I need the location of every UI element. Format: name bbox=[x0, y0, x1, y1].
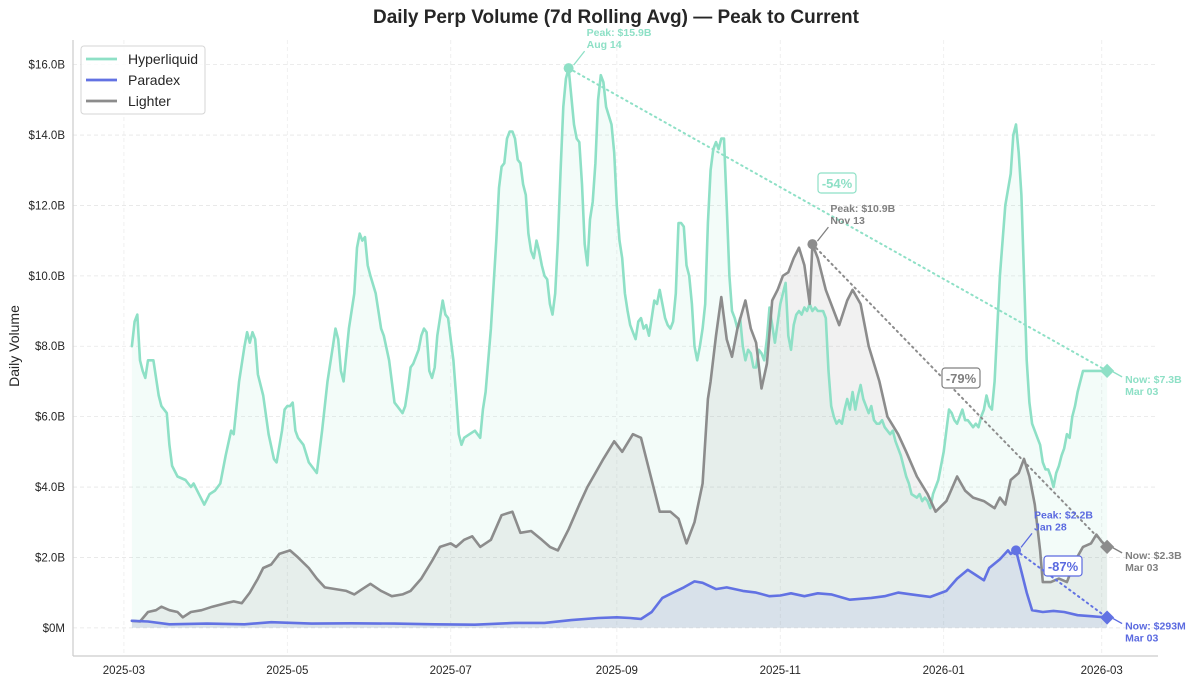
now-label-paradex: Now: $293M bbox=[1125, 621, 1186, 633]
peak-to-current-connectors bbox=[567, 67, 1109, 619]
y-tick-label: $4.0B bbox=[35, 482, 65, 494]
change-label-lighter: -79% bbox=[946, 371, 977, 386]
connector-lighter bbox=[811, 243, 1109, 548]
now-arrow-lighter bbox=[1112, 547, 1123, 554]
peak-date-hyperliquid: Aug 14 bbox=[587, 39, 622, 51]
peak-date-lighter: Nov 13 bbox=[830, 215, 865, 227]
now-marker-lighter bbox=[1100, 539, 1115, 554]
now-marker-hyperliquid bbox=[1100, 363, 1115, 378]
line-hyperliquid bbox=[130, 66, 1109, 510]
grid bbox=[73, 40, 1158, 656]
peak-label-hyperliquid: Peak: $15.9B bbox=[587, 27, 652, 39]
now-label-hyperliquid: Now: $7.3B bbox=[1125, 374, 1182, 386]
x-ticks: 2025-03 2025-05 2025-07 2025-09 2025-11 2026-… bbox=[103, 665, 1123, 677]
y-tick-label: $6.0B bbox=[35, 412, 65, 424]
now-date-lighter: Mar 03 bbox=[1125, 562, 1158, 574]
now-date-hyperliquid: Mar 03 bbox=[1125, 386, 1158, 398]
change-label-paradex: -87% bbox=[1048, 559, 1079, 574]
legend-label-lighter: Lighter bbox=[128, 93, 171, 109]
y-tick-label: $8.0B bbox=[35, 341, 65, 353]
y-ticks: $0M $2.0B $4.0B $6.0B $8.0B $10.0B $12.0B $14.0… bbox=[29, 60, 66, 635]
x-tick-label: 2025-07 bbox=[430, 665, 472, 677]
now-label-lighter: Now: $2.3B bbox=[1125, 550, 1182, 562]
change-box-paradex bbox=[1043, 555, 1083, 577]
x-tick-label: 2026-01 bbox=[923, 665, 965, 677]
x-tick-label: 2025-09 bbox=[596, 665, 638, 677]
peak-label-lighter: Peak: $10.9B bbox=[830, 203, 895, 215]
now-marker-paradex bbox=[1100, 610, 1115, 625]
y-tick-label: $2.0B bbox=[35, 552, 65, 564]
now-arrow-paradex bbox=[1112, 617, 1123, 625]
legend-box bbox=[80, 45, 206, 115]
legend-label-hyperliquid: Hyperliquid bbox=[128, 51, 198, 67]
chart-title: Daily Perp Volume (7d Rolling Avg) — Pea… bbox=[373, 7, 860, 28]
connector-hyperliquid bbox=[567, 67, 1109, 372]
x-tick-label: 2025-03 bbox=[103, 665, 145, 677]
change-box-hyperliquid bbox=[817, 172, 857, 194]
y-tick-label: $10.0B bbox=[29, 271, 66, 283]
y-axis-label: Daily Volume bbox=[6, 305, 22, 387]
peak-date-paradex: Jan 28 bbox=[1034, 521, 1067, 533]
area-fills bbox=[131, 68, 1108, 628]
peak-marker-paradex bbox=[1011, 545, 1022, 556]
peak-arrow-hyperliquid bbox=[573, 50, 586, 66]
change-label-hyperliquid: -54% bbox=[822, 176, 853, 191]
peak-marker-hyperliquid bbox=[563, 63, 574, 74]
now-arrow-hyperliquid bbox=[1112, 371, 1123, 378]
legend-label-paradex: Paradex bbox=[128, 72, 180, 88]
x-tick-label: 2025-11 bbox=[760, 665, 801, 677]
x-tick-label: 2025-05 bbox=[266, 665, 308, 677]
x-tick-label: 2026-03 bbox=[1081, 665, 1123, 677]
legend: Hyperliquid Paradex Lighter bbox=[80, 45, 206, 115]
y-tick-label: $14.0B bbox=[29, 130, 66, 142]
change-box-lighter bbox=[941, 367, 981, 389]
area-hyperliquid bbox=[131, 68, 1108, 628]
line-lighter bbox=[130, 242, 1109, 623]
peak-marker-lighter bbox=[807, 239, 818, 250]
y-tick-label: $0M bbox=[43, 623, 65, 635]
now-date-paradex: Mar 03 bbox=[1125, 633, 1158, 645]
axes bbox=[72, 40, 1158, 657]
area-paradex bbox=[131, 550, 1108, 628]
peak-arrow-lighter bbox=[816, 226, 829, 242]
peak-label-paradex: Peak: $2.2B bbox=[1034, 509, 1093, 521]
y-tick-label: $12.0B bbox=[29, 200, 66, 212]
connector-paradex bbox=[1015, 549, 1109, 619]
y-tick-label: $16.0B bbox=[29, 60, 66, 72]
annotation-markers bbox=[563, 63, 1115, 625]
area-lighter bbox=[131, 244, 1108, 628]
peak-arrow-paradex bbox=[1020, 532, 1033, 548]
